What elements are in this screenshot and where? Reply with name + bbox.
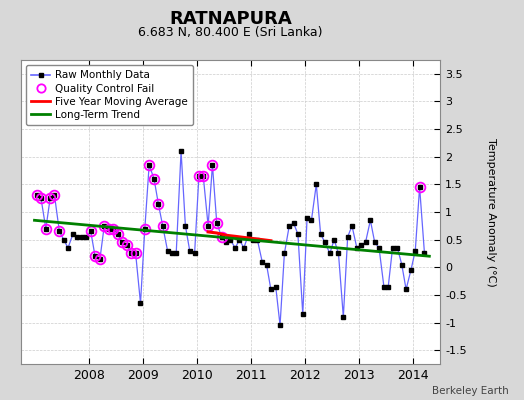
Text: 6.683 N, 80.400 E (Sri Lanka): 6.683 N, 80.400 E (Sri Lanka) (138, 26, 323, 39)
Y-axis label: Temperature Anomaly (°C): Temperature Anomaly (°C) (486, 138, 496, 286)
Text: RATNAPURA: RATNAPURA (169, 10, 292, 28)
Legend: Raw Monthly Data, Quality Control Fail, Five Year Moving Average, Long-Term Tren: Raw Monthly Data, Quality Control Fail, … (26, 65, 193, 125)
Text: Berkeley Earth: Berkeley Earth (432, 386, 508, 396)
